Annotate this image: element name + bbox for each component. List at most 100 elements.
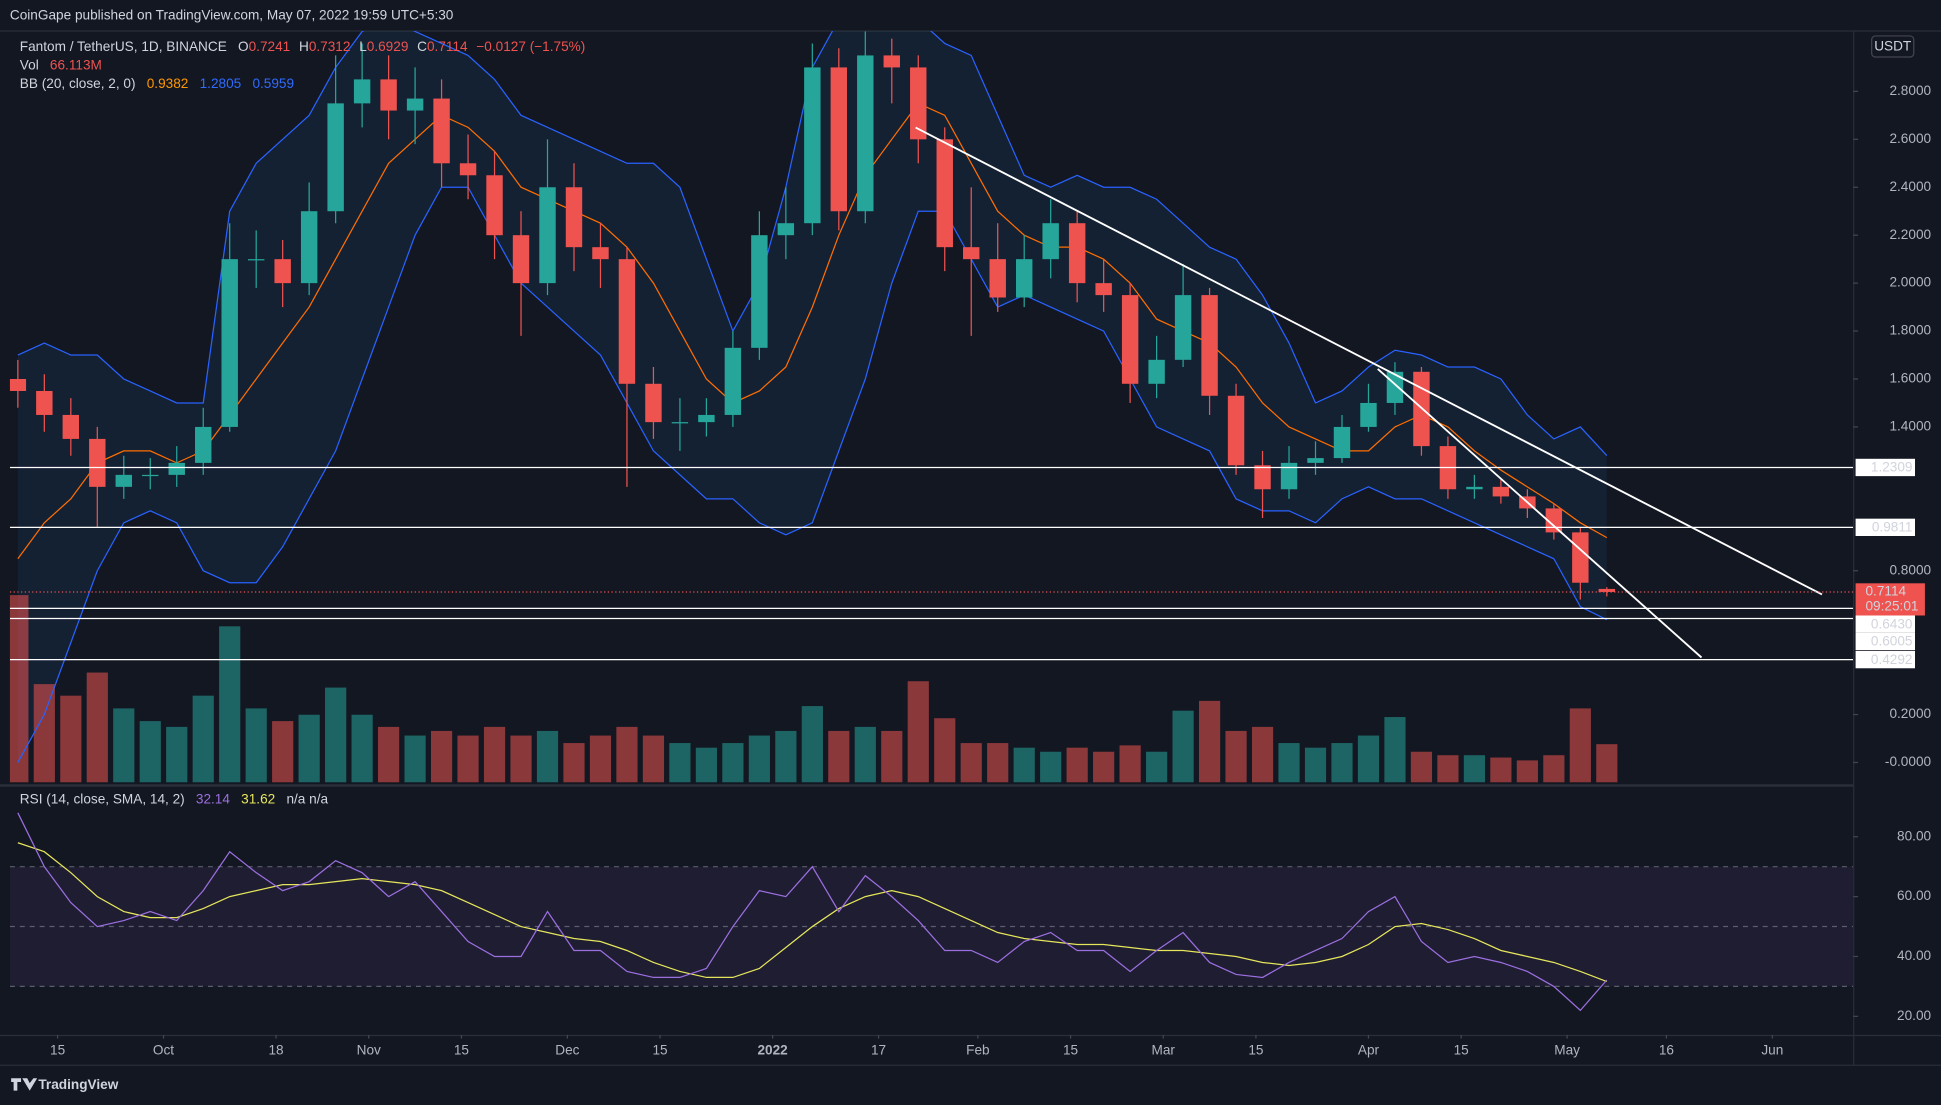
bb-lower-value: 0.5959 bbox=[252, 76, 294, 91]
y-tick-label: -0.0000 bbox=[1885, 754, 1932, 769]
candle-body bbox=[857, 55, 874, 212]
volume-bar bbox=[192, 695, 214, 783]
volume-bar bbox=[1251, 726, 1274, 783]
volume-bar bbox=[1146, 751, 1168, 783]
y-tick-label: 1.4000 bbox=[1889, 419, 1931, 434]
bb-name: BB (20, close, 2, 0) bbox=[20, 76, 136, 91]
candle-body bbox=[910, 67, 927, 140]
volume-bar bbox=[881, 730, 903, 783]
candle-body bbox=[751, 235, 768, 348]
x-tick-label: 18 bbox=[268, 1043, 283, 1058]
candle-body bbox=[380, 79, 397, 111]
volume-bar bbox=[987, 743, 1009, 783]
x-tick-label: 15 bbox=[1063, 1043, 1078, 1058]
volume-bar bbox=[801, 706, 823, 783]
current-price-box bbox=[1855, 583, 1925, 616]
change: −0.0127 (−1.75%) bbox=[476, 39, 585, 54]
volume-bar bbox=[775, 730, 797, 783]
volume-bar bbox=[1516, 760, 1538, 783]
level-label-box bbox=[1855, 615, 1916, 633]
volume-bar bbox=[748, 735, 770, 783]
volume-bar bbox=[828, 730, 850, 783]
volume-bar bbox=[351, 714, 373, 783]
volume-bar bbox=[1463, 755, 1485, 783]
candle-body bbox=[539, 187, 556, 284]
y-tick-label: 1.8000 bbox=[1889, 323, 1931, 338]
volume-bar bbox=[113, 708, 135, 783]
volume-bar bbox=[1543, 755, 1565, 783]
trendline bbox=[1377, 368, 1703, 659]
ohlc-letter: O bbox=[238, 39, 249, 54]
candle-body bbox=[62, 414, 80, 439]
volume-bar bbox=[1569, 708, 1591, 783]
volume-bar bbox=[139, 721, 161, 783]
candle-body bbox=[433, 98, 450, 164]
y-tick-label: 0.8000 bbox=[1889, 562, 1931, 577]
volume-bar bbox=[907, 681, 929, 783]
x-tick-label: 15 bbox=[652, 1043, 667, 1058]
volume-bar bbox=[1596, 744, 1618, 783]
currency-badge[interactable] bbox=[1871, 35, 1915, 58]
candle-body bbox=[936, 139, 953, 248]
volume-legend: Vol 66.113M bbox=[20, 57, 102, 72]
x-tick-label: 15 bbox=[50, 1043, 65, 1058]
volume-bar bbox=[1172, 710, 1194, 783]
candle-body bbox=[274, 259, 291, 284]
volume-bar bbox=[325, 687, 347, 783]
volume-bar bbox=[563, 743, 585, 783]
volume-bar bbox=[1357, 735, 1380, 783]
x-tick-label: Oct bbox=[153, 1043, 174, 1058]
candle-body bbox=[247, 259, 265, 261]
close-value: 0.7114 bbox=[427, 39, 468, 54]
x-tick-label: 15 bbox=[1248, 1043, 1263, 1058]
x-tick-label: 15 bbox=[1454, 1043, 1469, 1058]
volume-bar bbox=[245, 708, 267, 783]
level-label: 0.6005 bbox=[1871, 634, 1913, 649]
candle-body bbox=[698, 414, 715, 423]
candle-body bbox=[115, 474, 132, 487]
price-pane bbox=[9, 30, 1854, 783]
volume-bar bbox=[854, 726, 876, 783]
candle-body bbox=[353, 79, 371, 104]
x-tick-label: Nov bbox=[357, 1043, 381, 1058]
volume-bar bbox=[60, 695, 82, 783]
rsi-extra: n/a n/a bbox=[286, 791, 328, 806]
rsi-pane bbox=[9, 812, 1854, 1012]
candle-body bbox=[963, 247, 980, 260]
rsi-line bbox=[17, 812, 1608, 1012]
volume-bar bbox=[1437, 755, 1459, 783]
volume-bar bbox=[33, 684, 55, 783]
candle-body bbox=[1015, 259, 1033, 298]
level-label: 0.9811 bbox=[1872, 520, 1913, 535]
candle-body bbox=[195, 426, 212, 463]
volume-bar bbox=[9, 595, 29, 783]
candle-body bbox=[1121, 295, 1139, 384]
candle-body bbox=[168, 462, 185, 475]
level-label-box bbox=[1855, 632, 1916, 651]
volume-bar bbox=[722, 743, 744, 783]
x-tick-label: 17 bbox=[871, 1043, 886, 1058]
candle-body bbox=[221, 259, 238, 427]
currency[interactable]: USDT bbox=[1874, 39, 1911, 54]
x-tick-label: Jun bbox=[1761, 1043, 1783, 1058]
candle-body bbox=[830, 67, 848, 212]
candle-body bbox=[36, 390, 53, 415]
candle-body bbox=[1227, 395, 1245, 466]
candle-body bbox=[327, 103, 344, 212]
y-tick-label: 2.8000 bbox=[1889, 83, 1931, 98]
candle-body bbox=[645, 383, 662, 423]
x-tick-label: 2022 bbox=[757, 1043, 788, 1058]
candle-body bbox=[1545, 508, 1563, 533]
level-label: 0.4292 bbox=[1871, 652, 1913, 667]
candle-body bbox=[459, 163, 477, 176]
volume-bar bbox=[272, 721, 294, 783]
level-label: 0.6430 bbox=[1871, 616, 1913, 631]
symbol-legend: Fantom / TetherUS, 1D, BINANCE O0.7241 H… bbox=[20, 39, 586, 54]
rsi-legend: RSI (14, close, SMA, 14, 2) 32.14 31.62 … bbox=[20, 791, 329, 806]
ohlc-letter: L bbox=[359, 39, 367, 54]
symbol: Fantom / TetherUS, 1D, BINANCE bbox=[20, 39, 227, 54]
volume-bar bbox=[1225, 730, 1247, 783]
candle-body bbox=[1598, 588, 1616, 592]
x-tick-label: Dec bbox=[555, 1043, 579, 1058]
candle-body bbox=[671, 422, 689, 424]
